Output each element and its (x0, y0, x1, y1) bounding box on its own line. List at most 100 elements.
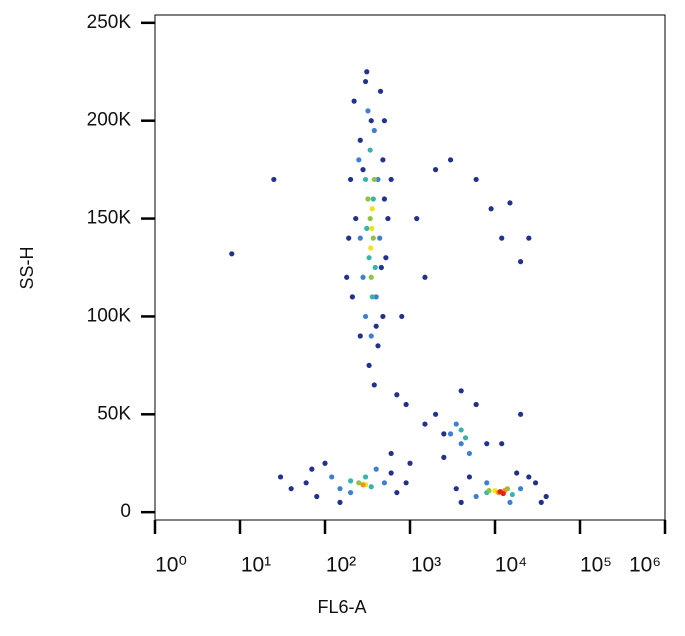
point (368, 274, 374, 280)
point (473, 401, 479, 408)
point (362, 176, 369, 183)
point (362, 474, 369, 480)
point (507, 499, 513, 505)
point (526, 474, 532, 480)
point (369, 225, 375, 231)
point (488, 206, 494, 212)
point (373, 294, 379, 300)
x-tick-label: 10² (326, 554, 356, 577)
point (403, 401, 409, 408)
point (381, 196, 388, 202)
x-tick-label: 10¹ (241, 554, 271, 577)
point (309, 466, 315, 472)
point (378, 264, 384, 271)
point (349, 294, 355, 300)
point (356, 480, 362, 486)
point (371, 127, 377, 134)
point (394, 392, 400, 398)
point (432, 167, 439, 173)
point (466, 450, 473, 457)
point (407, 460, 413, 466)
point (447, 157, 454, 163)
point (514, 470, 520, 476)
x-tick-label: 10⁶ (629, 554, 661, 577)
point (383, 255, 389, 261)
point (357, 235, 363, 241)
point (371, 382, 377, 388)
point (322, 460, 328, 466)
y-tick-label: 150K (87, 208, 132, 229)
point (517, 259, 524, 265)
point (277, 474, 284, 480)
point (353, 215, 359, 222)
point (458, 499, 464, 505)
point (414, 215, 420, 222)
point (453, 421, 459, 427)
point (507, 200, 513, 206)
point (362, 313, 369, 320)
point (344, 274, 350, 280)
point (368, 333, 374, 339)
point (388, 176, 394, 183)
point (368, 484, 374, 490)
point (509, 491, 515, 498)
point (371, 176, 377, 183)
point (360, 274, 366, 280)
point (347, 489, 354, 496)
point (447, 431, 454, 437)
point (484, 441, 490, 447)
point (369, 206, 375, 212)
point (373, 466, 379, 472)
plot-frame (154, 14, 666, 521)
point (526, 235, 532, 241)
y-tick-label: 50K (97, 403, 131, 424)
point (346, 235, 352, 241)
point (377, 235, 383, 241)
point (356, 157, 362, 163)
point (288, 486, 294, 492)
point (370, 235, 376, 241)
point (337, 486, 343, 492)
point (388, 450, 394, 457)
point (369, 294, 375, 300)
point (473, 493, 479, 500)
point (403, 480, 409, 486)
point (362, 78, 369, 85)
point (466, 474, 473, 480)
point (500, 490, 506, 497)
point (364, 69, 370, 75)
x-tick-label: 10⁵ (580, 554, 612, 577)
point (329, 474, 335, 480)
point (517, 486, 524, 492)
point (337, 499, 343, 505)
point (499, 235, 505, 241)
y-tick-label: 100K (87, 305, 132, 326)
point (399, 313, 405, 320)
point (365, 196, 371, 202)
x-tick-label: 10⁰ (155, 554, 187, 577)
point (360, 482, 366, 488)
point (367, 147, 373, 153)
point (381, 480, 388, 486)
point (499, 441, 505, 447)
point (375, 176, 381, 183)
point (462, 435, 469, 441)
point (229, 251, 235, 257)
point (380, 313, 386, 320)
point (458, 388, 464, 394)
y-tick-label: 0 (120, 501, 131, 522)
point (441, 431, 447, 437)
point (360, 167, 366, 173)
point (347, 176, 354, 183)
point (532, 480, 539, 486)
point (385, 215, 391, 222)
point (368, 245, 374, 251)
point (377, 88, 384, 94)
point (422, 421, 428, 427)
y-axis-label: SS-H (17, 246, 37, 289)
point (365, 108, 371, 114)
point (458, 441, 464, 447)
point (347, 478, 354, 484)
point (486, 488, 492, 494)
